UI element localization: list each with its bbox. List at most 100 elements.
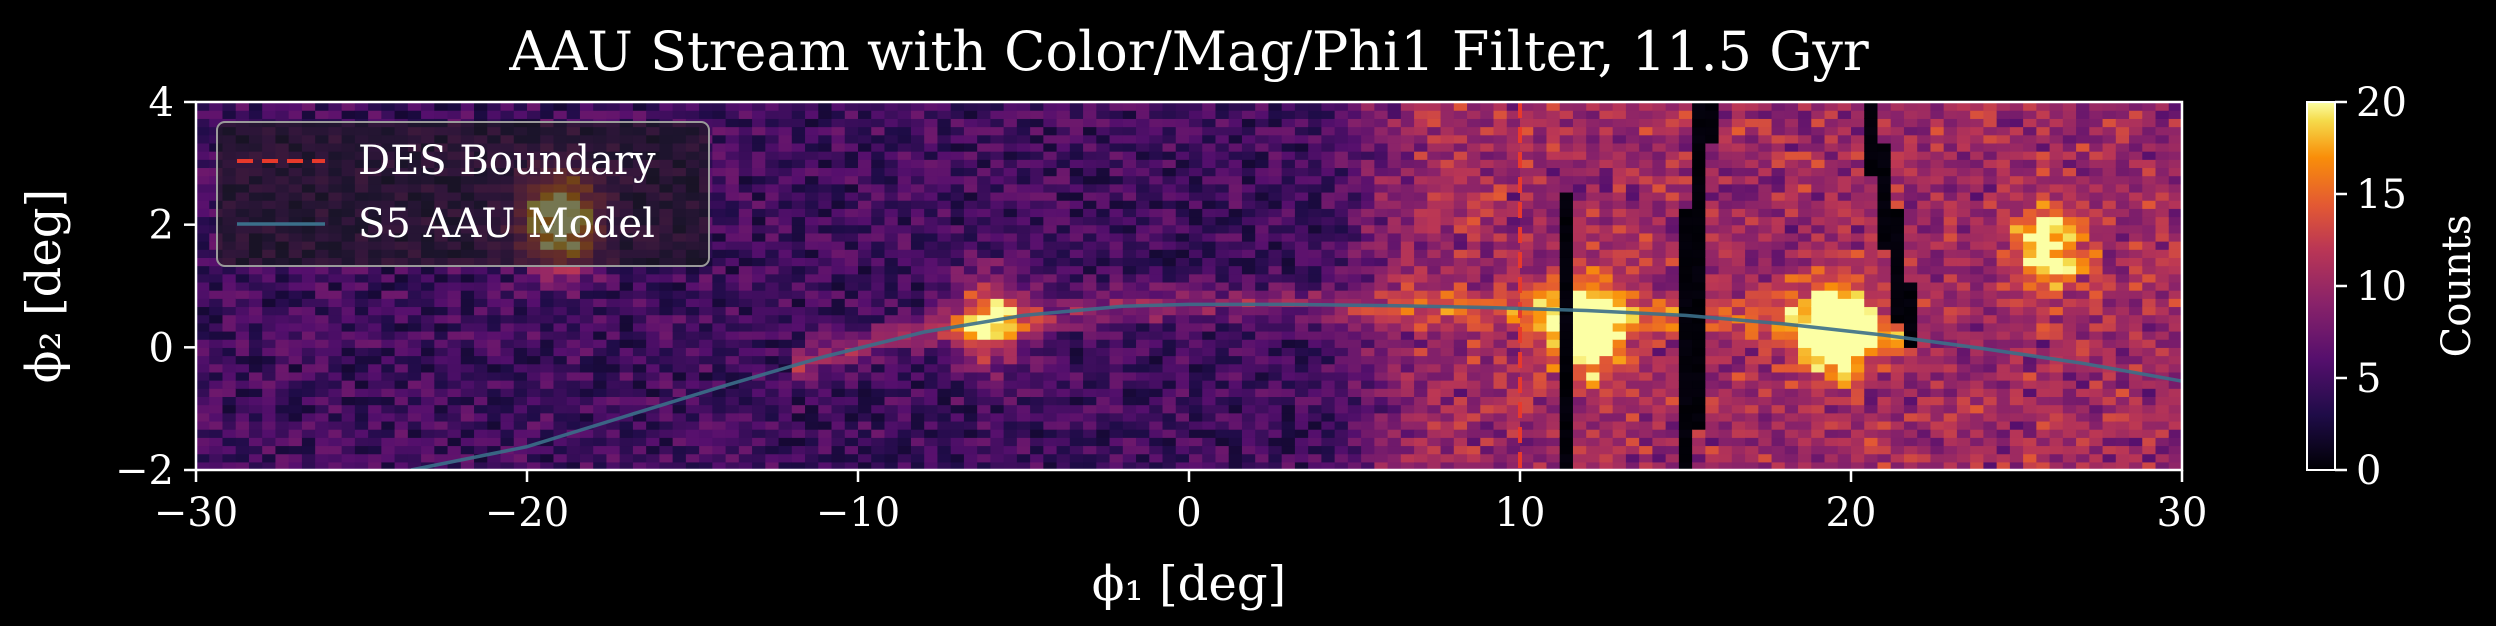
heatmap-cell [765, 110, 780, 119]
heatmap-cell [1175, 339, 1190, 348]
heatmap-cell [328, 330, 343, 340]
heatmap-cell [1427, 159, 1442, 169]
heatmap-cell [950, 257, 965, 267]
heatmap-cell [871, 134, 886, 144]
heatmap-cell [1361, 159, 1375, 169]
heatmap-cell [1400, 330, 1415, 340]
heatmap-cell [646, 363, 660, 373]
heatmap-cell [752, 355, 766, 365]
heatmap-cell [593, 314, 608, 324]
heatmap-cell [1572, 330, 1587, 340]
heatmap-cell [1572, 200, 1587, 209]
heatmap-cell [579, 404, 594, 414]
heatmap-cell [765, 396, 780, 406]
heatmap-cell [301, 355, 316, 365]
heatmap-cell [368, 330, 382, 340]
heatmap-cell [606, 298, 621, 308]
heatmap-cell [566, 396, 581, 406]
heatmap-cell [1506, 134, 1521, 144]
heatmap-cell [275, 339, 290, 348]
heatmap-cell [1400, 183, 1415, 193]
heatmap-cell [1268, 216, 1283, 226]
heatmap-cell [1030, 159, 1044, 169]
heatmap-cell [963, 232, 978, 242]
heatmap-cell [262, 445, 277, 455]
heatmap-cell [844, 142, 859, 152]
heatmap-cell [1546, 314, 1561, 324]
heatmap-cell [1109, 241, 1124, 250]
heatmap-cell [871, 151, 886, 160]
heatmap-cell [1652, 355, 1667, 365]
heatmap-cell [1374, 142, 1389, 152]
heatmap-cell [1255, 429, 1270, 438]
heatmap-cell [301, 412, 316, 422]
heatmap-cell [831, 445, 846, 455]
heatmap-cell [553, 404, 568, 414]
heatmap-cell [778, 126, 793, 136]
heatmap-cell [1361, 330, 1375, 340]
heatmap-cell [1347, 118, 1362, 128]
heatmap-cell [910, 118, 925, 128]
heatmap-cell [884, 461, 899, 470]
heatmap-cell [659, 355, 674, 365]
heatmap-cell [1056, 142, 1071, 152]
heatmap-cell [275, 298, 290, 308]
heatmap-cell [659, 265, 674, 275]
heatmap-cell [791, 396, 806, 406]
heatmap-cell [1122, 322, 1137, 332]
heatmap-cell [1533, 437, 1548, 447]
heatmap-cell [1308, 322, 1322, 332]
heatmap-cell [553, 371, 568, 381]
heatmap-cell [858, 363, 872, 373]
heatmap-cell [407, 330, 422, 340]
heatmap-cell [593, 453, 608, 463]
heatmap-cell [1294, 380, 1309, 389]
heatmap-cell [646, 102, 660, 111]
heatmap-cell [1016, 429, 1031, 438]
heatmap-cell [1440, 224, 1455, 234]
heatmap-cell [791, 355, 806, 365]
heatmap-cell [579, 420, 594, 430]
heatmap-cell [1652, 167, 1667, 177]
heatmap-cell [1414, 224, 1428, 234]
heatmap-cell [248, 314, 263, 324]
heatmap-cell [1639, 412, 1653, 422]
heatmap-cell [222, 314, 237, 324]
heatmap-cell [1546, 371, 1561, 381]
heatmap-cell [275, 420, 290, 430]
heatmap-cell [1043, 175, 1058, 185]
heatmap-cell [977, 347, 991, 357]
heatmap-cell [1400, 167, 1415, 177]
heatmap-cell [1003, 445, 1018, 455]
heatmap-cell [805, 420, 819, 430]
heatmap-cell [1083, 273, 1097, 283]
heatmap-cell [1427, 306, 1442, 316]
heatmap-cell [1387, 216, 1402, 226]
heatmap-cell [1546, 159, 1561, 169]
heatmap-cell [1202, 167, 1217, 177]
heatmap-cell [421, 371, 435, 381]
heatmap-cell [1162, 363, 1177, 373]
heatmap-cell [288, 429, 303, 438]
heatmap-cell [1016, 363, 1031, 373]
heatmap-cell [1294, 175, 1309, 185]
heatmap-cell [1056, 314, 1071, 324]
heatmap-cell [540, 281, 555, 291]
heatmap-cell [699, 363, 713, 373]
heatmap-cell [1546, 355, 1561, 365]
heatmap-cell [487, 330, 502, 340]
heatmap-cell [1215, 232, 1230, 242]
heatmap-cell [500, 298, 515, 308]
heatmap-cell [963, 461, 978, 470]
heatmap-cell [1228, 396, 1243, 406]
heatmap-cell [1334, 159, 1349, 169]
heatmap-cell [341, 298, 356, 308]
heatmap-cell [1096, 183, 1111, 193]
heatmap-cell [1241, 420, 1256, 430]
heatmap-cell [354, 265, 369, 275]
heatmap-cell [831, 265, 846, 275]
heatmap-cell [222, 322, 237, 332]
heatmap-cell [1056, 110, 1071, 119]
heatmap-cell [1308, 249, 1322, 258]
heatmap-cell [1255, 380, 1270, 389]
